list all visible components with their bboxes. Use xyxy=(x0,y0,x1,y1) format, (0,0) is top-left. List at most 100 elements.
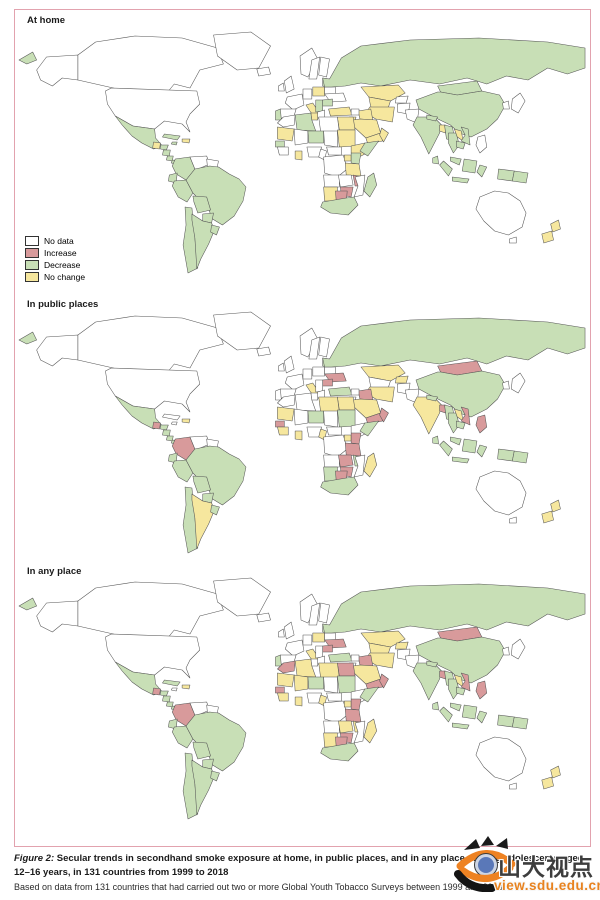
region-namibia xyxy=(323,466,338,482)
region-chile xyxy=(182,486,199,554)
region-chukotka xyxy=(18,331,37,345)
region-finland xyxy=(318,336,330,358)
region-belarus xyxy=(324,366,336,375)
region-nicaragua xyxy=(162,695,171,703)
region-guinea xyxy=(277,426,289,436)
region-venezuela xyxy=(189,155,210,171)
region-wpapua xyxy=(497,168,515,182)
region-iceland xyxy=(256,66,271,77)
region-iraq xyxy=(357,654,374,667)
region-senegal xyxy=(275,420,285,428)
region-somalia xyxy=(359,686,379,703)
region-alaska xyxy=(36,334,79,367)
region-drc xyxy=(323,434,348,458)
region-mozambique xyxy=(353,720,366,744)
map-label-any-place: In any place xyxy=(27,566,82,577)
region-argentina xyxy=(191,493,215,550)
region-uganda xyxy=(343,434,352,442)
region-mozambique xyxy=(353,174,366,198)
region-sweden xyxy=(308,602,320,626)
region-ireland xyxy=(278,628,285,638)
region-iraq xyxy=(357,108,374,121)
region-oman xyxy=(379,127,389,143)
region-chile xyxy=(182,752,199,820)
region-cambodia xyxy=(456,140,466,150)
world-map-any-place xyxy=(18,577,586,820)
region-hispaniola xyxy=(181,684,191,690)
region-sudan xyxy=(337,129,356,148)
region-libya xyxy=(318,396,340,413)
region-russia xyxy=(322,317,586,368)
region-morocco xyxy=(277,114,296,128)
region-greenland xyxy=(213,31,271,71)
region-algeria xyxy=(294,392,317,412)
region-borneo xyxy=(461,438,478,454)
region-mozambique xyxy=(353,454,366,478)
region-canada xyxy=(77,315,224,377)
region-car xyxy=(326,146,342,156)
region-poland xyxy=(312,86,325,97)
region-bolivia xyxy=(192,475,211,494)
region-car xyxy=(326,426,342,436)
region-cambodia xyxy=(456,420,466,430)
region-uganda xyxy=(343,154,352,162)
region-zambia xyxy=(338,720,354,734)
region-nz1 xyxy=(550,219,561,233)
region-honduras xyxy=(160,144,169,151)
region-oman xyxy=(379,407,389,423)
caption-title: Figure 2: Secular trends in secondhand s… xyxy=(14,852,589,880)
region-portugal xyxy=(275,108,282,121)
region-wpapua xyxy=(497,448,515,462)
region-guatemala xyxy=(152,141,161,150)
region-sudan xyxy=(337,409,356,428)
region-uk xyxy=(284,355,295,374)
map-label-public-places: In public places xyxy=(27,299,99,310)
region-jamaica xyxy=(171,141,178,146)
figure-frame: At home No data Increase Decrease No cha… xyxy=(14,9,591,847)
region-balkans xyxy=(315,99,323,113)
region-brazil xyxy=(185,445,247,506)
region-sudan xyxy=(337,675,356,694)
region-china xyxy=(415,636,506,684)
region-nepal xyxy=(426,114,438,122)
region-ghana xyxy=(294,696,303,707)
region-poland xyxy=(312,366,325,377)
region-india xyxy=(412,116,442,155)
region-chad xyxy=(323,676,338,694)
increase-swatch xyxy=(25,248,39,258)
region-malaysia xyxy=(450,436,462,446)
region-egypt xyxy=(337,396,356,411)
region-uk xyxy=(284,621,295,640)
region-guatemala xyxy=(152,687,161,696)
region-somalia xyxy=(359,420,379,437)
region-japan xyxy=(511,638,526,660)
region-finland xyxy=(318,602,330,624)
region-malaysia xyxy=(450,156,462,166)
region-australia xyxy=(475,190,527,236)
region-malaysia xyxy=(450,702,462,712)
region-morocco xyxy=(277,660,296,674)
region-iceland xyxy=(256,612,271,623)
region-brazil xyxy=(185,165,247,226)
region-thailand xyxy=(448,412,460,434)
region-canada xyxy=(77,35,224,97)
region-philippines xyxy=(475,414,488,434)
region-uganda xyxy=(343,700,352,708)
region-canada xyxy=(77,581,224,643)
region-china xyxy=(415,90,506,138)
region-argentina xyxy=(191,759,215,816)
region-angola xyxy=(323,720,340,734)
region-nz1 xyxy=(550,765,561,779)
region-png xyxy=(512,450,529,464)
region-romania xyxy=(322,644,333,653)
region-nepal xyxy=(426,660,438,668)
region-kyrgyz xyxy=(395,95,409,104)
region-png xyxy=(512,716,529,730)
region-angola xyxy=(323,454,340,468)
region-uruguay xyxy=(210,770,220,782)
region-zambia xyxy=(338,174,354,188)
region-sumatra xyxy=(439,706,453,723)
region-borneo xyxy=(461,704,478,720)
region-greenland xyxy=(213,311,271,351)
region-ireland xyxy=(278,362,285,372)
